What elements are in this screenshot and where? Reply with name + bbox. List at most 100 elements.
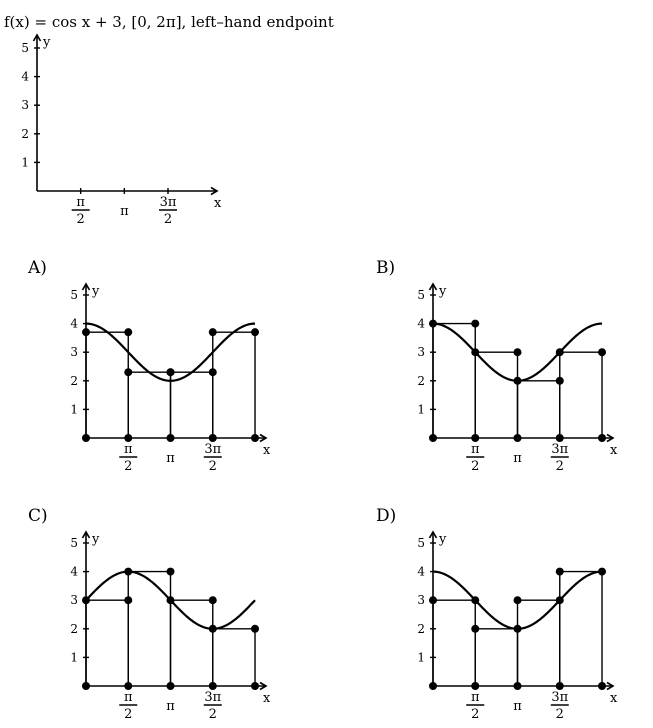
option-b-rectangle-3 xyxy=(516,380,561,438)
option-d-base-point xyxy=(429,682,437,690)
option-d-rectangle-4 xyxy=(559,570,603,686)
option-c-y-tick-label: 1 xyxy=(70,650,78,664)
option-d-x-axis-label: x xyxy=(610,691,618,706)
problem-y-tick-label: 4 xyxy=(21,70,29,84)
option-b-rectangle-4 xyxy=(559,351,603,438)
option-a-base-point xyxy=(166,434,175,442)
option-c-rectangle-2 xyxy=(127,570,172,686)
option-c-rect-top-left-point xyxy=(82,596,90,605)
option-c-x-tick-denominator: 2 xyxy=(124,707,132,722)
option-a-y-axis-arrow xyxy=(81,282,91,291)
option-b-rect-top-left-point xyxy=(429,319,437,328)
option-d-rectangle-2 xyxy=(474,628,519,686)
option-d-rectangle-1 xyxy=(432,599,476,686)
option-b-rect-top-right-point xyxy=(598,348,607,357)
option-d: D) y x 1 2 3 4 5 π 2 π 3π 2 xyxy=(376,506,618,722)
option-a-y-tick-label: 4 xyxy=(70,317,78,331)
problem-axes: y x 1 2 3 4 5 π 2 π 3π 2 xyxy=(21,33,222,227)
option-c-y-tick-label: 5 xyxy=(70,536,78,550)
option-a-rectangle-3 xyxy=(169,371,214,438)
option-c-y-tick-label: 3 xyxy=(70,593,78,607)
option-c-rect-top-left-point xyxy=(166,596,175,605)
option-d-rect-top-left-point xyxy=(429,596,437,605)
problem-y-tick-label: 5 xyxy=(21,41,29,55)
option-b-y-axis-label: y xyxy=(438,284,447,299)
option-a-x-tick-denominator: 2 xyxy=(209,459,217,474)
option-a-y-tick-label: 2 xyxy=(70,374,78,388)
option-c-y-axis-label: y xyxy=(91,532,100,547)
problem-x-tick-denominator: 2 xyxy=(164,212,172,227)
option-a-base-point xyxy=(124,434,133,442)
option-b-rect-top-right-point xyxy=(513,348,522,357)
option-a-rectangle-2 xyxy=(127,371,172,438)
problem-y-tick-label: 1 xyxy=(21,155,29,169)
problem-y-axis-arrow xyxy=(32,33,42,42)
option-c-y-tick-label: 4 xyxy=(70,565,78,579)
option-b-rectangle-1 xyxy=(432,322,476,438)
option-a-base-point xyxy=(208,434,217,442)
option-d-base-point xyxy=(555,682,564,690)
option-a-rect-top-right-point xyxy=(124,328,133,337)
option-b-rectangle-2 xyxy=(474,351,519,438)
option-d-rect-top-right-point xyxy=(598,567,607,576)
option-c-base-point xyxy=(124,682,133,690)
option-d-y-tick-label: 2 xyxy=(417,622,425,636)
option-a-x-tick-numerator: π xyxy=(124,442,133,457)
option-c-x-tick-numerator: 3π xyxy=(204,690,221,705)
option-d-x-tick-label: π xyxy=(513,699,522,714)
option-d-base-point xyxy=(598,682,607,690)
option-c-rectangle-4 xyxy=(212,628,256,686)
option-b-rect-top-left-point xyxy=(513,376,522,385)
option-a-rect-top-left-point xyxy=(82,328,90,337)
option-c-x-tick-numerator: π xyxy=(124,690,133,705)
option-b: B) y x 1 2 3 4 5 π 2 π 3π 2 xyxy=(376,258,618,474)
option-b-y-tick-label: 1 xyxy=(417,402,425,416)
option-d-rect-top-left-point xyxy=(555,567,564,576)
option-c-x-tick-denominator: 2 xyxy=(209,707,217,722)
option-c-x-axis-arrow xyxy=(259,681,268,691)
option-d-y-axis-label: y xyxy=(438,532,447,547)
option-a-label: A) xyxy=(27,258,47,278)
option-a-base-point xyxy=(251,434,260,442)
option-c-rect-top-left-point xyxy=(124,567,133,576)
option-d-y-axis-arrow xyxy=(428,530,438,539)
option-c-base-point xyxy=(166,682,175,690)
option-a-rect-top-right-point xyxy=(251,328,260,337)
option-c-base-point xyxy=(82,682,90,690)
option-b-y-tick-label: 5 xyxy=(417,288,425,302)
option-c-rect-top-left-point xyxy=(208,624,217,633)
option-a-x-axis-label: x xyxy=(263,443,271,458)
option-b-rect-top-left-point xyxy=(471,348,480,357)
option-a-x-tick-label: π xyxy=(166,451,175,466)
problem-y-axis-label: y xyxy=(42,35,51,50)
option-d-x-tick-numerator: π xyxy=(471,690,480,705)
option-b-base-point xyxy=(513,434,522,442)
option-a-x-tick-denominator: 2 xyxy=(124,459,132,474)
problem-x-axis-arrow xyxy=(210,186,219,196)
problem-statement: f(x) = cos x + 3, [0, 2π], left–hand end… xyxy=(4,13,334,31)
option-b-y-tick-label: 3 xyxy=(417,345,425,359)
option-d-rect-top-left-point xyxy=(471,624,480,633)
problem-x-axis-label: x xyxy=(214,196,222,211)
option-d-x-tick-denominator: 2 xyxy=(556,707,564,722)
problem-x-tick-numerator: 3π xyxy=(160,195,177,210)
option-d-y-tick-label: 4 xyxy=(417,565,425,579)
option-b-x-tick-denominator: 2 xyxy=(471,459,479,474)
option-d-base-point xyxy=(471,682,480,690)
option-c-rect-top-right-point xyxy=(251,624,260,633)
option-b-base-point xyxy=(598,434,607,442)
option-c-label: C) xyxy=(28,506,48,526)
option-c-y-axis-arrow xyxy=(81,530,91,539)
option-c-rect-top-right-point xyxy=(166,567,175,576)
problem-x-tick-numerator: π xyxy=(76,195,85,210)
option-a-rect-top-left-point xyxy=(208,328,217,337)
option-b-x-tick-label: π xyxy=(513,451,522,466)
option-b-x-tick-numerator: π xyxy=(471,442,480,457)
option-a-y-axis-label: y xyxy=(91,284,100,299)
option-c-y-tick-label: 2 xyxy=(70,622,78,636)
option-b-rect-top-right-point xyxy=(471,319,480,328)
option-c-base-point xyxy=(251,682,260,690)
option-a-x-tick-numerator: 3π xyxy=(204,442,221,457)
option-a-x-axis-arrow xyxy=(259,433,268,443)
option-a-base-point xyxy=(82,434,90,442)
